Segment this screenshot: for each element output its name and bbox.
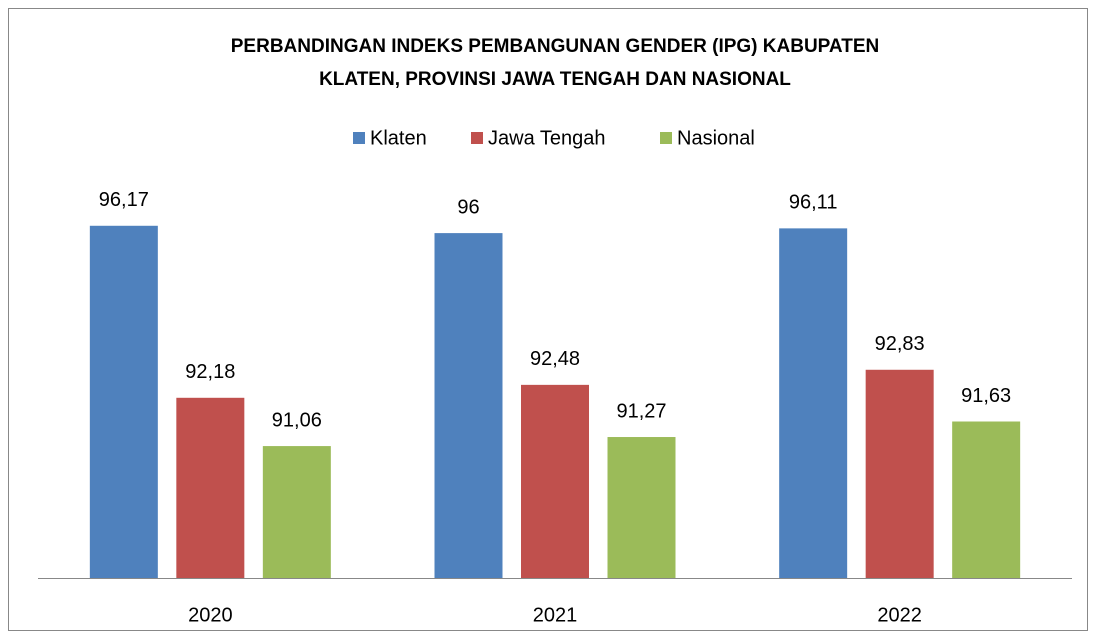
bar: [865, 369, 934, 578]
data-label: 92,18: [185, 361, 235, 383]
chart-title: PERBANDINGAN INDEKS PEMBANGUNAN GENDER (…: [231, 36, 880, 57]
bar: [779, 228, 848, 578]
chart-title: KLATEN, PROVINSI JAWA TENGAH DAN NASIONA…: [319, 69, 791, 90]
legend-label: Nasional: [677, 127, 755, 149]
data-label: 91,63: [961, 385, 1011, 407]
bar: [89, 225, 158, 578]
data-label: 96: [457, 196, 479, 218]
bar: [521, 384, 589, 578]
x-tick-label: 2021: [533, 604, 578, 626]
legend-swatch: [353, 132, 365, 144]
data-label: 91,06: [272, 409, 322, 431]
bar: [952, 421, 1021, 578]
legend-label: Jawa Tengah: [488, 127, 606, 149]
bar: [262, 446, 331, 578]
bar: [607, 437, 676, 578]
data-label: 92,48: [530, 348, 580, 370]
data-label: 91,27: [616, 400, 666, 422]
data-label: 96,17: [99, 189, 149, 211]
data-label: 96,11: [789, 192, 838, 214]
legend-swatch: [660, 132, 672, 144]
bar: [176, 397, 245, 578]
x-tick-label: 2020: [188, 604, 233, 626]
bar: [434, 233, 503, 578]
legend-label: Klaten: [370, 127, 427, 149]
legend-swatch: [471, 132, 483, 144]
x-tick-label: 2022: [877, 604, 922, 626]
data-label: 92,83: [875, 333, 925, 355]
